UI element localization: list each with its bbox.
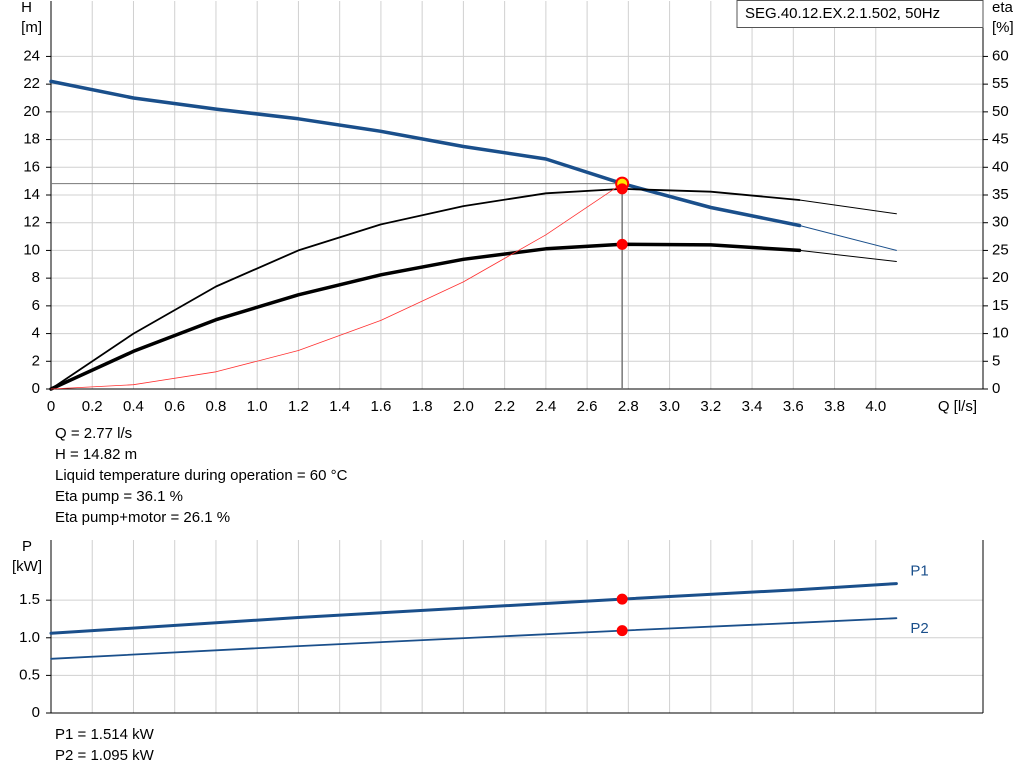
series-label: P1	[910, 563, 928, 580]
y-tick-label: 0	[32, 380, 40, 397]
y-tick-label: 22	[23, 75, 40, 92]
operating-point	[616, 183, 628, 195]
x-tick-label: 0.6	[164, 398, 185, 415]
title-box	[736, 0, 984, 28]
x-tick-label: 2.8	[618, 398, 639, 415]
y-tick-label: 1.5	[19, 591, 40, 608]
curve	[50, 188, 801, 390]
curve	[50, 183, 623, 390]
y-tick-label: 10	[23, 241, 40, 258]
curve	[799, 249, 897, 262]
y2-axis-label: eta	[992, 0, 1014, 16]
y2-tick-label: 0	[992, 380, 1000, 397]
y2-tick-label: 15	[992, 297, 1009, 314]
operating-point	[616, 625, 628, 637]
x-tick-label: 3.0	[659, 398, 680, 415]
y-tick-label: 8	[32, 269, 40, 286]
annotation: Eta pump = 36.1 %	[55, 488, 183, 505]
y-axis-label: H	[21, 0, 32, 16]
x-tick-label: 4.0	[865, 398, 886, 415]
x-tick-label: 3.2	[700, 398, 721, 415]
curve	[799, 225, 897, 251]
series-label: P2	[910, 620, 928, 637]
x-tick-label: 0.2	[82, 398, 103, 415]
y2-tick-label: 25	[992, 241, 1009, 258]
annotation: P2 = 1.095 kW	[55, 747, 155, 764]
y-tick-label: 14	[23, 186, 40, 203]
x-tick-label: 2.6	[577, 398, 598, 415]
curve	[799, 199, 897, 215]
x-tick-label: 1.6	[370, 398, 391, 415]
y-tick-label: 12	[23, 214, 40, 231]
y-tick-label: 1.0	[19, 629, 40, 646]
y-tick-label: 24	[23, 47, 40, 64]
curve	[49, 582, 898, 635]
y-tick-label: 4	[32, 325, 40, 342]
y-tick-label: 6	[32, 297, 40, 314]
x-tick-label: 1.2	[288, 398, 309, 415]
y-axis-label: P	[22, 538, 32, 555]
annotation: Q = 2.77 l/s	[55, 425, 132, 442]
operating-point	[616, 238, 628, 250]
y2-tick-label: 20	[992, 269, 1009, 286]
x-tick-label: 3.8	[824, 398, 845, 415]
x-tick-label: 3.4	[742, 398, 763, 415]
y2-tick-label: 55	[992, 75, 1009, 92]
x-tick-label: 1.8	[412, 398, 433, 415]
x-tick-label: 0.4	[123, 398, 144, 415]
y-tick-label: 20	[23, 103, 40, 120]
y2-tick-label: 40	[992, 158, 1009, 175]
annotation: H = 14.82 m	[55, 446, 137, 463]
y-axis-unit: [m]	[21, 19, 42, 36]
x-tick-label: 0	[47, 398, 55, 415]
x-tick-label: 2.0	[453, 398, 474, 415]
chart-title: SEG.40.12.EX.2.1.502, 50Hz	[745, 5, 940, 22]
y2-tick-label: 35	[992, 186, 1009, 203]
y2-tick-label: 30	[992, 214, 1009, 231]
x-tick-label: 2.4	[535, 398, 556, 415]
y-tick-label: 16	[23, 158, 40, 175]
annotation: Eta pump+motor = 26.1 %	[55, 509, 230, 526]
x-tick-label: 1.4	[329, 398, 350, 415]
x-tick-label: 0.8	[206, 398, 227, 415]
curve	[49, 242, 802, 391]
annotation: P1 = 1.514 kW	[55, 726, 155, 743]
x-tick-label: 3.6	[783, 398, 804, 415]
y2-tick-label: 45	[992, 131, 1009, 148]
y2-tick-label: 60	[992, 47, 1009, 64]
y-tick-label: 18	[23, 131, 40, 148]
y2-tick-label: 5	[992, 352, 1000, 369]
curve	[49, 79, 802, 228]
annotation: Liquid temperature during operation = 60…	[55, 467, 348, 484]
y-axis-unit: [kW]	[12, 558, 42, 575]
y-tick-label: 0.5	[19, 666, 40, 683]
y-tick-label: 2	[32, 352, 40, 369]
x-tick-label: 1.0	[247, 398, 268, 415]
y2-tick-label: 10	[992, 325, 1009, 342]
y2-tick-label: 50	[992, 103, 1009, 120]
y-tick-label: 0	[32, 704, 40, 721]
operating-point	[616, 593, 628, 605]
x-axis-label: Q [l/s]	[938, 398, 977, 415]
y2-axis-unit: [%]	[992, 19, 1014, 36]
x-tick-label: 2.2	[494, 398, 515, 415]
